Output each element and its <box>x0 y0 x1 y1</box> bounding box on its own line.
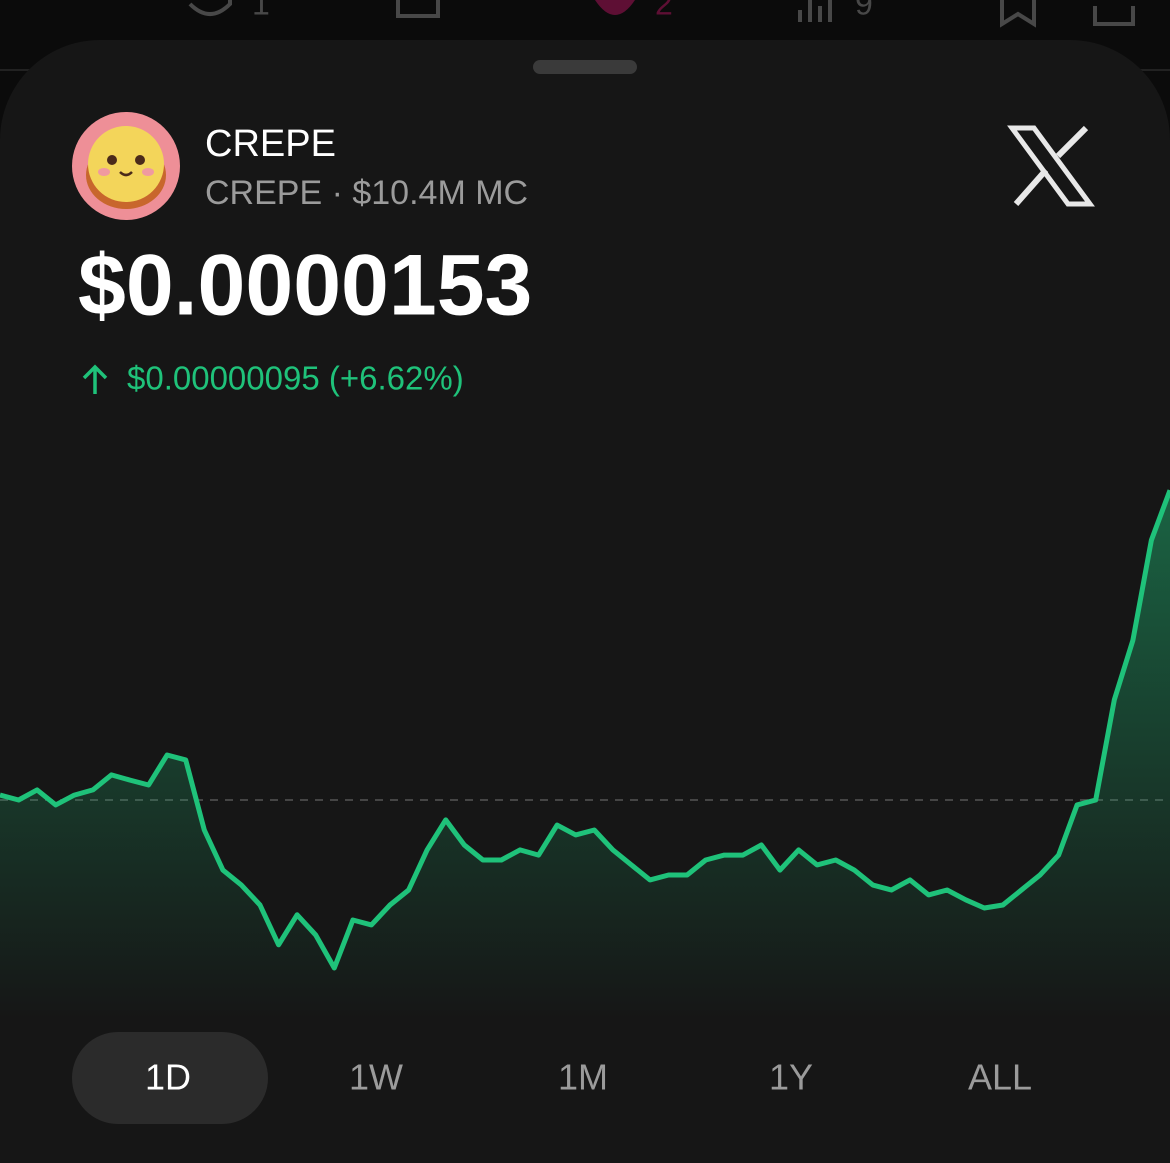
range-tab[interactable]: 1W <box>349 1057 403 1098</box>
selected-tab[interactable] <box>72 1032 268 1124</box>
bookmark-icon[interactable] <box>1000 0 1036 28</box>
sheet-handle[interactable] <box>533 60 637 74</box>
reply-icon <box>188 0 232 16</box>
token-logo <box>72 112 180 220</box>
post-actions: 1 2 9 <box>188 0 1135 28</box>
like-icon[interactable] <box>595 0 635 15</box>
range-tab[interactable]: ALL <box>968 1057 1032 1098</box>
like-count[interactable]: 2 <box>655 0 673 21</box>
x-logo[interactable] <box>1007 125 1095 207</box>
views-icon <box>798 0 832 22</box>
range-tabs: 1D 1W 1M 1Y ALL <box>72 1032 1032 1124</box>
price-line <box>0 489 1170 971</box>
price: $0.0000153 <box>78 238 532 334</box>
range-tab[interactable]: 1M <box>558 1057 608 1098</box>
views-count: 9 <box>855 0 873 21</box>
repost-icon[interactable] <box>396 0 440 18</box>
up-arrow <box>82 364 108 394</box>
sheet <box>0 40 1170 1163</box>
price-chart <box>0 489 1170 1020</box>
price-change: $0.00000095 (+6.62%) <box>127 360 464 397</box>
reply-count[interactable]: 1 <box>252 0 270 21</box>
range-tab[interactable]: 1Y <box>769 1057 813 1098</box>
token-market-line: CREPE · $10.4M MC <box>205 174 528 212</box>
share-icon[interactable] <box>1093 6 1135 26</box>
token-name: CREPE <box>205 123 336 165</box>
range-tab[interactable]: 1D <box>145 1057 191 1098</box>
